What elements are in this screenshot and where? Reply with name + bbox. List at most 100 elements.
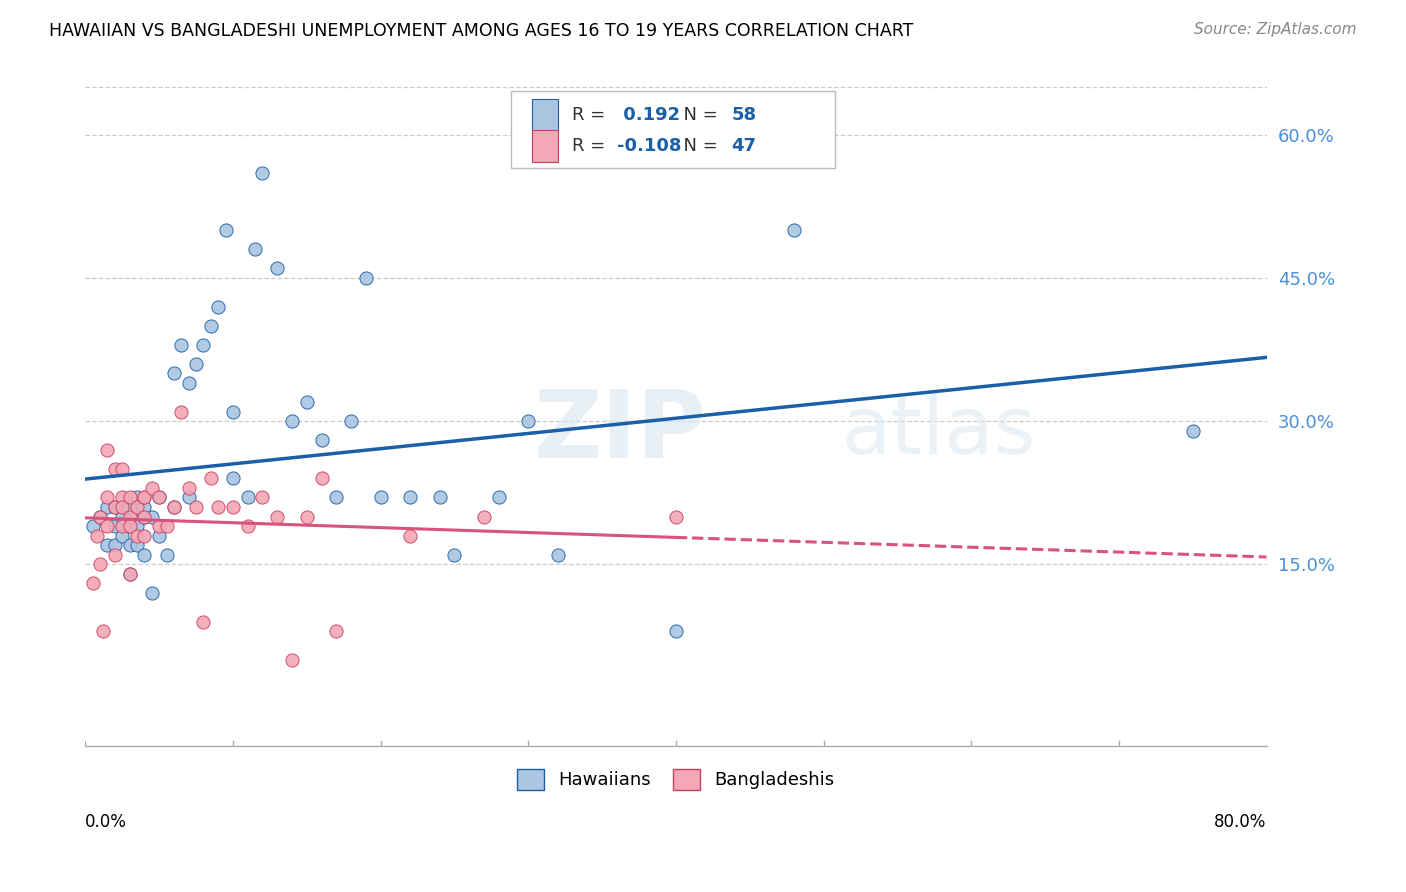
Point: [222, 471, 245, 485]
Point: [96, 538, 118, 552]
Point: [399, 491, 422, 505]
Point: [243, 242, 266, 256]
Text: 58: 58: [731, 106, 756, 124]
Point: [222, 500, 245, 514]
Point: [111, 519, 134, 533]
Point: [134, 529, 156, 543]
Point: [295, 395, 318, 409]
Point: [141, 509, 163, 524]
Point: [118, 538, 141, 552]
Point: [134, 509, 156, 524]
Point: [118, 566, 141, 581]
Point: [96, 442, 118, 457]
Point: [222, 404, 245, 418]
Point: [354, 271, 377, 285]
Text: 0.192: 0.192: [617, 106, 681, 124]
Point: [665, 624, 688, 639]
Point: [96, 519, 118, 533]
Point: [311, 471, 333, 485]
Point: [517, 414, 540, 428]
Point: [429, 491, 451, 505]
Point: [266, 261, 288, 276]
Point: [177, 376, 200, 390]
Point: [472, 509, 495, 524]
Point: [104, 519, 127, 533]
Point: [184, 357, 207, 371]
Point: [89, 509, 111, 524]
Text: atlas: atlas: [841, 392, 1036, 471]
Point: [177, 491, 200, 505]
Text: N =: N =: [672, 106, 724, 124]
Point: [252, 166, 274, 180]
Text: ZIP: ZIP: [534, 385, 707, 477]
Point: [104, 462, 127, 476]
Point: [141, 481, 163, 495]
Point: [118, 500, 141, 514]
Point: [104, 548, 127, 562]
Point: [111, 500, 134, 514]
Point: [236, 519, 259, 533]
Point: [295, 509, 318, 524]
Point: [340, 414, 363, 428]
Point: [118, 509, 141, 524]
Point: [125, 529, 148, 543]
Point: [252, 491, 274, 505]
Point: [86, 529, 108, 543]
Point: [148, 491, 170, 505]
Point: [170, 337, 193, 351]
Point: [125, 491, 148, 505]
Point: [281, 653, 304, 667]
Point: [125, 500, 148, 514]
Point: [163, 367, 186, 381]
Point: [111, 500, 134, 514]
Point: [200, 471, 222, 485]
Point: [443, 548, 465, 562]
Point: [111, 462, 134, 476]
Point: [184, 500, 207, 514]
Point: [118, 566, 141, 581]
Point: [207, 300, 229, 314]
Point: [125, 538, 148, 552]
Point: [325, 624, 347, 639]
Point: [141, 586, 163, 600]
Point: [163, 500, 186, 514]
Point: [325, 491, 347, 505]
Text: R =: R =: [572, 137, 612, 155]
Legend: Hawaiians, Bangladeshis: Hawaiians, Bangladeshis: [510, 762, 842, 797]
Point: [96, 500, 118, 514]
Point: [370, 491, 392, 505]
Point: [104, 538, 127, 552]
Point: [134, 548, 156, 562]
Point: [214, 223, 236, 237]
Point: [665, 509, 688, 524]
Point: [111, 491, 134, 505]
Point: [82, 519, 104, 533]
Point: [155, 519, 177, 533]
Point: [125, 519, 148, 533]
Point: [111, 529, 134, 543]
FancyBboxPatch shape: [510, 91, 835, 168]
Text: HAWAIIAN VS BANGLADESHI UNEMPLOYMENT AMONG AGES 16 TO 19 YEARS CORRELATION CHART: HAWAIIAN VS BANGLADESHI UNEMPLOYMENT AMO…: [49, 22, 914, 40]
Point: [148, 491, 170, 505]
Point: [91, 624, 114, 639]
Point: [177, 481, 200, 495]
Point: [207, 500, 229, 514]
Point: [170, 404, 193, 418]
Point: [266, 509, 288, 524]
Point: [104, 500, 127, 514]
Text: 47: 47: [731, 137, 756, 155]
Bar: [531, 130, 558, 162]
Text: -0.108: -0.108: [617, 137, 682, 155]
Point: [104, 500, 127, 514]
Point: [118, 519, 141, 533]
Point: [488, 491, 510, 505]
Point: [148, 529, 170, 543]
Text: Source: ZipAtlas.com: Source: ZipAtlas.com: [1194, 22, 1357, 37]
Point: [163, 500, 186, 514]
Text: 80.0%: 80.0%: [1215, 813, 1267, 830]
Point: [111, 509, 134, 524]
Point: [125, 509, 148, 524]
Point: [399, 529, 422, 543]
Point: [134, 509, 156, 524]
Point: [783, 223, 806, 237]
